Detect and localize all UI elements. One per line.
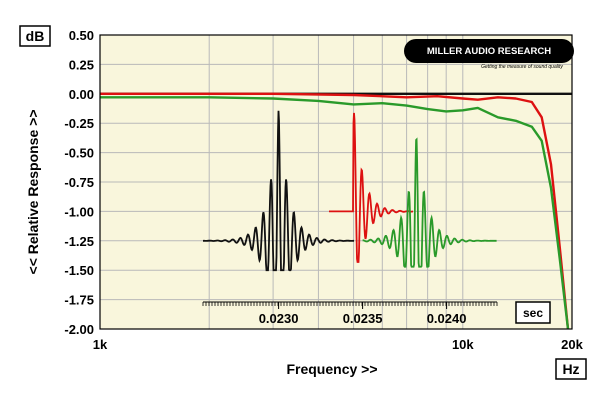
plot-frame <box>99 34 573 330</box>
impulse-response-2 <box>329 112 413 263</box>
x-tick-label: 20k <box>561 337 583 352</box>
y-tick-label: 0.50 <box>69 28 94 43</box>
logo-badge <box>404 39 574 63</box>
y-tick-label: 0.00 <box>69 87 94 102</box>
y-tick-label: -1.25 <box>64 234 94 249</box>
x-tick-label: 10k <box>452 337 474 352</box>
impulse-inset: 0.0230 0.0235 0.0240 <box>202 110 498 326</box>
miller-audio-research-logo: MILLER AUDIO RESEARCH Getting the measur… <box>404 39 574 70</box>
y-tick-label: -1.50 <box>64 263 94 278</box>
x-axis-label: Frequency >> <box>286 361 377 377</box>
x-tick-label: 1k <box>93 337 108 352</box>
y-axis-label: << Relative Response >> <box>25 110 41 275</box>
inset-tick-label: 0.0230 <box>259 311 299 326</box>
y-tick-label: -0.75 <box>64 175 94 190</box>
y-unit-box: dB <box>19 25 51 47</box>
response-series-line-3 <box>100 96 570 330</box>
x-unit: Hz <box>562 361 579 377</box>
y-tick-label: -0.50 <box>64 146 94 161</box>
y-tick-label: -1.00 <box>64 204 94 219</box>
x-unit-box: Hz <box>555 358 587 380</box>
y-unit: dB <box>26 28 45 44</box>
y-tick-label: -1.75 <box>64 293 94 308</box>
inset-unit: sec <box>523 306 543 320</box>
y-tick-label: -2.00 <box>64 322 94 337</box>
response-series <box>100 92 572 330</box>
y-tick-labels: 0.50 0.25 0.00 -0.25 -0.50 -0.75 -1.00 -1.25 -1.… <box>64 28 94 337</box>
impulse-response-1 <box>203 110 354 272</box>
logo-tagline: Getting the measure of sound quality <box>481 64 563 70</box>
y-tick-label: 0.25 <box>69 57 94 72</box>
response-series-line-2 <box>100 92 570 330</box>
y-tick-label: -0.25 <box>64 116 94 131</box>
x-tick-labels: 1k 10k 20k <box>93 337 584 352</box>
inset-tick-label: 0.0235 <box>343 311 383 326</box>
inset-unit-box: sec <box>515 301 551 324</box>
impulse-response-3 <box>362 137 497 268</box>
logo-brand: MILLER AUDIO RESEARCH <box>427 46 551 57</box>
inset-tick-label: 0.0240 <box>427 311 467 326</box>
